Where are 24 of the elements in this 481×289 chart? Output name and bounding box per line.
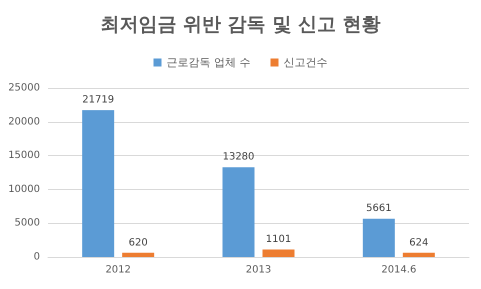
y-tick-label: 0 bbox=[34, 252, 40, 262]
legend-label: 근로감독 업체 수 bbox=[166, 56, 251, 69]
y-tick-label: 25000 bbox=[8, 82, 40, 94]
bar bbox=[402, 252, 435, 257]
bar bbox=[362, 218, 395, 257]
bar bbox=[262, 250, 294, 257]
legend-label: 신고건수 bbox=[283, 56, 328, 69]
data-label: 5661 bbox=[366, 203, 392, 214]
y-tick-label: 10000 bbox=[8, 184, 40, 195]
y-tick-label: 5000 bbox=[14, 218, 40, 229]
bar bbox=[122, 252, 154, 257]
x-tick-label: 2014.6 bbox=[381, 264, 416, 276]
y-tick-label: 15000 bbox=[8, 150, 40, 162]
bar bbox=[222, 167, 254, 257]
data-label: 620 bbox=[128, 237, 148, 248]
data-label: 624 bbox=[409, 237, 428, 248]
bar bbox=[82, 110, 114, 257]
data-label: 13280 bbox=[222, 152, 254, 163]
x-tick-label: 2013 bbox=[246, 264, 272, 276]
chart-title: 최저임금 위반 감독 및 신고 현황 bbox=[100, 14, 381, 36]
x-tick-label: 2012 bbox=[105, 264, 131, 276]
y-tick-label: 20000 bbox=[8, 116, 40, 128]
data-label: 21719 bbox=[82, 94, 114, 106]
data-label: 1101 bbox=[266, 234, 292, 246]
